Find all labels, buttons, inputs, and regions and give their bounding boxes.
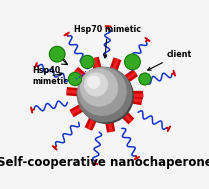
Circle shape: [77, 67, 132, 122]
Circle shape: [85, 73, 107, 96]
Circle shape: [139, 73, 151, 85]
Text: client: client: [148, 50, 192, 70]
Circle shape: [49, 46, 65, 62]
Text: Self-cooperative nanochaperone: Self-cooperative nanochaperone: [0, 156, 209, 169]
Circle shape: [79, 69, 133, 123]
Circle shape: [78, 67, 126, 115]
Circle shape: [81, 55, 94, 68]
Text: Hsp70 mimetic: Hsp70 mimetic: [74, 25, 141, 58]
Circle shape: [69, 72, 82, 85]
Circle shape: [81, 69, 117, 106]
Circle shape: [88, 76, 100, 88]
Text: Hsp40
mimetic: Hsp40 mimetic: [32, 66, 68, 86]
Circle shape: [125, 54, 140, 70]
